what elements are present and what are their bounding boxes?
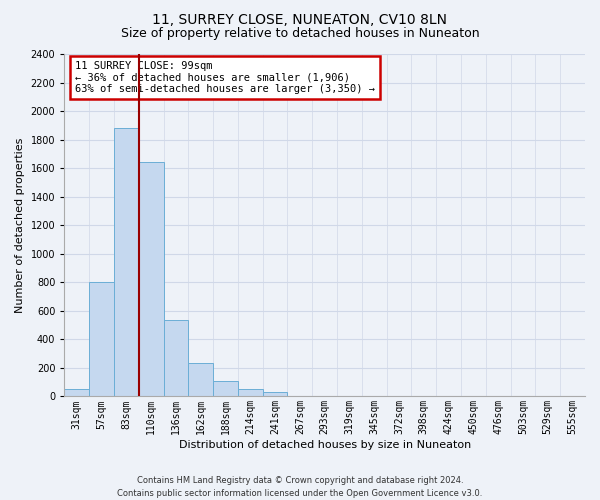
Bar (188, 363, 213, 396)
Bar (114, 128, 139, 396)
Bar (213, 380, 238, 396)
Bar (139, 162, 164, 396)
Bar (89, 282, 114, 397)
Bar (263, 392, 287, 396)
X-axis label: Distribution of detached houses by size in Nuneaton: Distribution of detached houses by size … (179, 440, 471, 450)
Y-axis label: Number of detached properties: Number of detached properties (15, 138, 25, 313)
Bar (238, 388, 263, 396)
Bar (64, 388, 89, 396)
Bar (164, 320, 188, 396)
Text: Contains HM Land Registry data © Crown copyright and database right 2024.
Contai: Contains HM Land Registry data © Crown c… (118, 476, 482, 498)
Text: Size of property relative to detached houses in Nuneaton: Size of property relative to detached ho… (121, 28, 479, 40)
Text: 11, SURREY CLOSE, NUNEATON, CV10 8LN: 11, SURREY CLOSE, NUNEATON, CV10 8LN (152, 12, 448, 26)
Text: 11 SURREY CLOSE: 99sqm
← 36% of detached houses are smaller (1,906)
63% of semi-: 11 SURREY CLOSE: 99sqm ← 36% of detached… (75, 61, 375, 94)
